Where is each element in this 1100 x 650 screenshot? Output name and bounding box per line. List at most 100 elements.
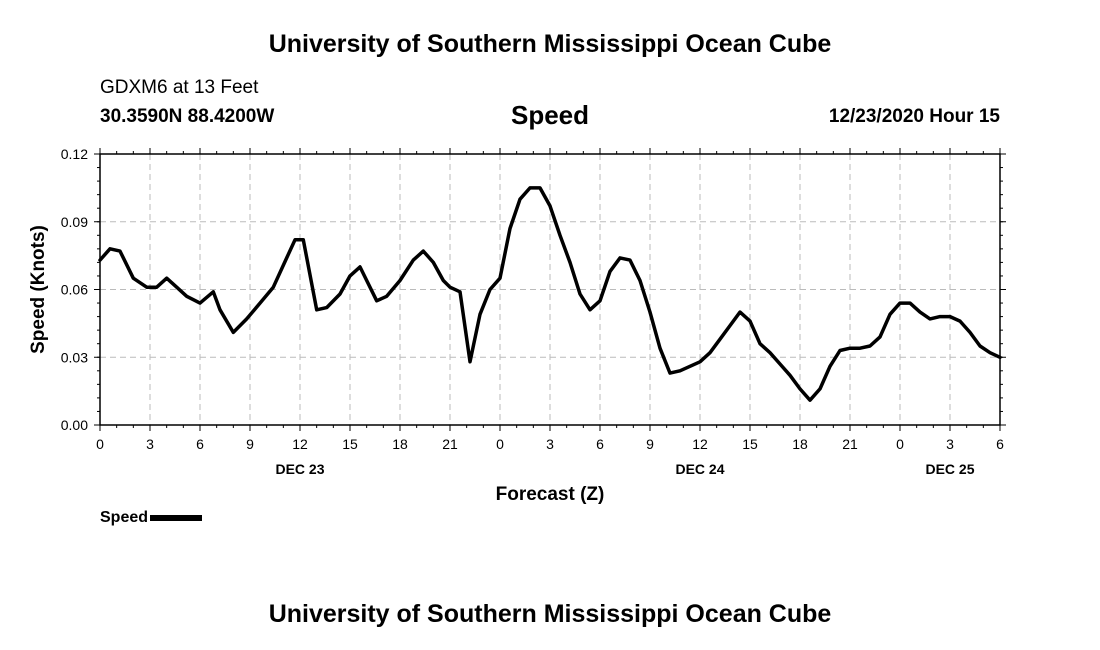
series-line-speed: [98, 186, 1002, 402]
data-point: [709, 351, 711, 354]
x-tick-label: 3: [146, 436, 154, 452]
data-point: [259, 302, 261, 304]
data-point: [449, 286, 451, 289]
data-point: [489, 288, 491, 291]
data-point: [889, 313, 891, 316]
x-tick-label: 6: [196, 436, 204, 452]
x-tick-label: 18: [392, 436, 408, 452]
x-tick-label: 3: [546, 436, 554, 452]
data-point: [669, 372, 671, 374]
grid: [100, 154, 1000, 425]
data-point: [579, 293, 581, 295]
data-point: [729, 324, 731, 327]
data-point: [679, 370, 681, 372]
data-point: [469, 361, 471, 363]
data-point: [294, 239, 296, 241]
data-point: [399, 279, 401, 282]
data-point: [849, 347, 851, 350]
data-point: [929, 318, 931, 320]
data-point: [385, 295, 388, 298]
x-tick-label: 0: [496, 436, 504, 452]
data-point: [979, 345, 981, 347]
data-point: [302, 239, 305, 241]
data-point: [245, 318, 248, 320]
y-tick-label: 0.06: [61, 282, 88, 298]
data-point: [365, 279, 368, 282]
data-point: [499, 277, 501, 280]
x-tick-label: 18: [792, 436, 808, 452]
data-point: [969, 331, 971, 334]
x-tick-label: 15: [742, 436, 758, 452]
x-tick-label: 12: [292, 436, 308, 452]
x-tick-label: 0: [96, 436, 104, 452]
data-point: [919, 311, 921, 313]
data-point: [599, 300, 601, 302]
data-point: [699, 361, 701, 363]
data-point: [959, 320, 961, 322]
data-point: [339, 293, 341, 295]
x-tick-label: 15: [342, 436, 358, 452]
data-point: [649, 311, 651, 313]
data-point: [359, 266, 361, 268]
x-tick-label: 12: [692, 436, 708, 452]
data-point: [949, 315, 951, 318]
data-point: [422, 250, 425, 252]
data-point: [749, 320, 751, 322]
coordinates-label: 30.3590N 88.4200W: [100, 106, 275, 127]
data-point: [909, 302, 911, 304]
data-point: [899, 302, 901, 304]
data-point: [519, 198, 521, 200]
data-point: [639, 279, 641, 282]
data-point: [939, 315, 941, 318]
data-point: [212, 291, 215, 293]
data-point: [829, 365, 831, 368]
x-tick-label: 9: [646, 436, 654, 452]
data-point: [165, 277, 168, 280]
data-point: [315, 309, 318, 311]
data-point: [325, 306, 328, 309]
data-point: [799, 388, 801, 390]
data-point: [689, 365, 691, 368]
x-tick-label: 3: [946, 436, 954, 452]
y-tick-label: 0.00: [61, 417, 88, 433]
data-point: [859, 347, 861, 350]
data-point: [659, 347, 661, 350]
data-point: [789, 374, 791, 377]
data-point: [219, 309, 221, 311]
data-point: [769, 351, 771, 354]
legend-swatch: [150, 514, 203, 521]
data-point: [759, 342, 761, 345]
top-title: University of Southern Mississippi Ocean…: [268, 30, 832, 58]
x-tick-label: 0: [896, 436, 904, 452]
data-point: [879, 336, 881, 338]
data-point: [145, 286, 148, 289]
x-tick-label: 9: [246, 436, 254, 452]
data-point: [442, 279, 445, 282]
data-point: [719, 338, 721, 341]
data-point: [175, 286, 178, 289]
data-point: [539, 187, 541, 189]
y-axis-title: Speed (Knots): [28, 225, 49, 354]
x-axis-title: Forecast (Z): [496, 484, 605, 505]
bottom-title: University of Southern Mississippi Ocean…: [268, 600, 832, 628]
date-label: DEC 25: [925, 461, 974, 477]
data-point: [779, 363, 781, 365]
x-tick-label: 6: [596, 436, 604, 452]
tick-labels: 0.00 0.03 0.06 0.09 0.12 0 3 6 9 12 15 18 21 0 3 6 9 12 15…: [61, 146, 1004, 477]
data-point: [739, 311, 741, 313]
data-point: [459, 291, 461, 293]
data-point: [109, 248, 111, 250]
data-point: [869, 345, 871, 347]
data-point: [819, 388, 821, 390]
chart-title: Speed: [510, 100, 590, 130]
data-point: [479, 313, 481, 316]
series-layer: [98, 186, 1002, 402]
data-point: [155, 286, 158, 289]
data-point: [589, 309, 591, 311]
data-point: [529, 187, 531, 189]
data-point: [989, 351, 991, 354]
data-point: [839, 349, 841, 352]
data-point: [619, 257, 621, 259]
x-tick-label: 6: [996, 436, 1004, 452]
